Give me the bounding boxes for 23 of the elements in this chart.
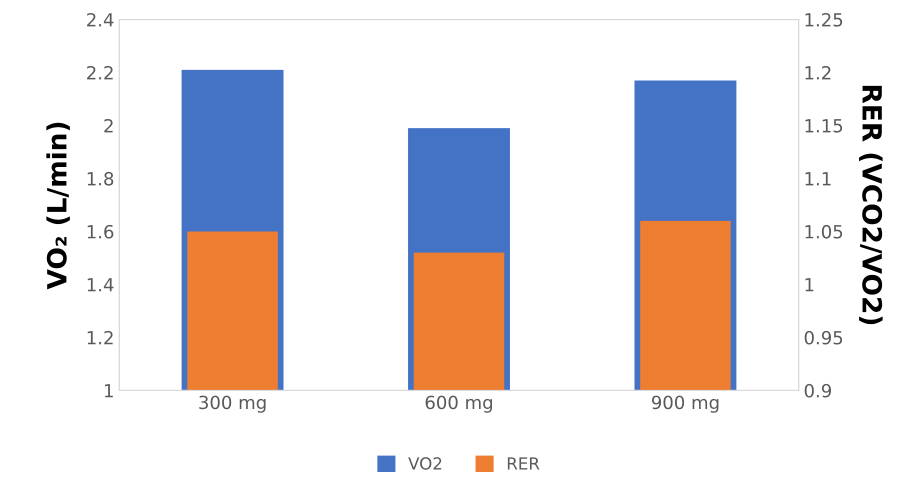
x-tick-label: 600 mg — [426, 396, 492, 413]
y-tick-label: 2 — [104, 118, 113, 132]
x-tick-label: 300 mg — [199, 396, 266, 413]
y-tick-label: 1.6 — [88, 224, 114, 239]
y-tick-label: 1.2 — [88, 330, 113, 344]
y2-tick-label: 1.2 — [806, 66, 830, 80]
y2-tick-label: 0.9 — [804, 384, 831, 398]
y-axis-title: VO₂ (L/min) — [46, 122, 70, 290]
y-tick-label: 1.4 — [88, 278, 114, 292]
x-tick-label: 900 mg — [652, 396, 718, 413]
y-tick-label: 1.8 — [88, 172, 114, 186]
y2-axis-title: RER (VCO2/VO2) — [859, 86, 883, 324]
y2-tick-label: 1 — [806, 278, 814, 292]
y2-tick-label: 1.25 — [806, 12, 842, 27]
legend-label: RER — [508, 457, 540, 470]
y-tick-label: 1 — [104, 384, 113, 398]
y2-tick-label: 1.05 — [806, 224, 842, 239]
y-tick-label: 2.2 — [87, 66, 113, 80]
y2-tick-label: 1.1 — [806, 172, 831, 186]
y2-tick-label: 0.95 — [804, 330, 842, 345]
y-tick-label: 2.4 — [87, 12, 114, 26]
y2-tick-label: 1.15 — [806, 119, 842, 133]
legend-label: VO2 — [408, 457, 442, 470]
